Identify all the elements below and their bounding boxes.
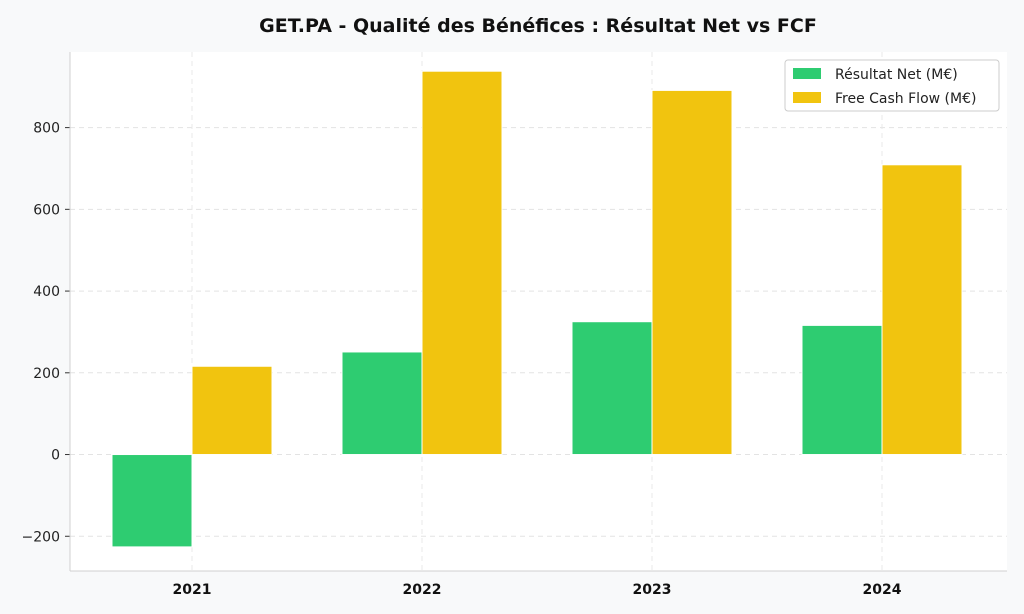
legend-swatch-resultat-net [793,68,821,79]
bar-resultat-net-2022 [341,351,423,456]
legend-swatch-free-cash-flow [793,92,821,103]
bar-free-cash-flow-2022 [421,70,503,456]
y-tick-label: −200 [22,529,60,545]
x-tick-label: 2024 [863,582,902,598]
y-tick-label: 200 [33,366,60,382]
bars [111,70,963,548]
bar-free-cash-flow-2021 [191,365,273,456]
axes: −200 0 200 400 600 800 2021 2022 2023 2024 [22,52,1007,598]
legend-box [784,59,1000,112]
y-tick-label: 800 [33,121,60,137]
bar-resultat-net-2023 [571,321,653,456]
legend: Résultat Net (M€) Free Cash Flow (M€) [784,59,1000,112]
y-tick-label: 600 [33,202,60,218]
legend-label-free-cash-flow: Free Cash Flow (M€) [835,91,976,107]
legend-label-resultat-net: Résultat Net (M€) [835,67,958,83]
bar-free-cash-flow-2024 [881,164,963,456]
plot-area [70,52,1007,571]
x-tick-label: 2022 [403,582,442,598]
y-tick-label: 400 [33,284,60,300]
bar-resultat-net-2021 [111,454,193,548]
x-tick-label: 2021 [173,582,212,598]
bar-resultat-net-2024 [801,324,883,456]
y-tick-label: 0 [51,448,60,464]
chart-title: GET.PA - Qualité des Bénéfices : Résulta… [259,15,817,37]
bar-free-cash-flow-2023 [651,89,733,456]
x-tick-label: 2023 [633,582,672,598]
